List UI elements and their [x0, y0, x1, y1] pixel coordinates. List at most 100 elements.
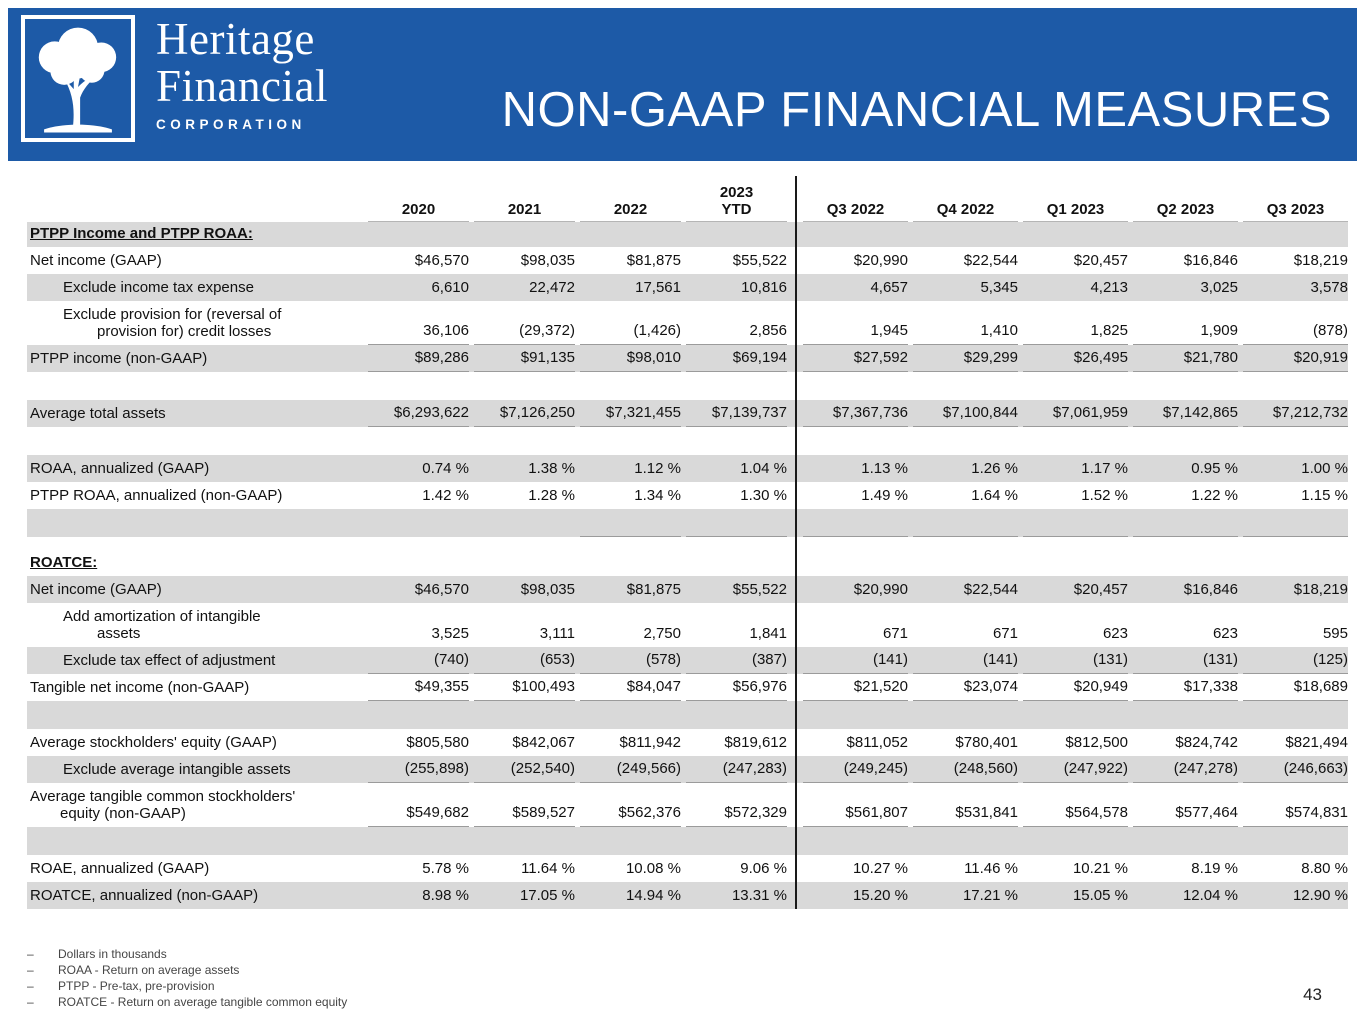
row-label: Average stockholders' equity (GAAP): [30, 734, 277, 752]
table-cell: [1133, 572, 1238, 576]
table-cell: [1133, 532, 1238, 537]
table-cell: $780,401: [955, 734, 1018, 752]
table-row: Average stockholders' equity (GAAP) $805,…: [27, 729, 1348, 756]
table-cell: [580, 451, 681, 455]
table-cell: [1023, 547, 1128, 551]
column-divider-line: [795, 176, 797, 909]
table-cell: $21,780: [1133, 349, 1238, 372]
table-cell: [368, 725, 469, 729]
table-cell: 22,472: [529, 279, 575, 297]
table-cell: [368, 547, 469, 551]
table-row: ROAA, annualized (GAAP) 0.74 % 1.38 % 1.12 …: [27, 455, 1348, 482]
row-label: [27, 547, 363, 551]
row-label: [27, 451, 363, 455]
table-cell: $22,544: [963, 581, 1018, 599]
table-cell: $811,942: [619, 734, 681, 752]
table-cell: $7,139,737: [686, 404, 787, 427]
table-cell: [474, 396, 575, 400]
table-cell: $27,592: [803, 349, 908, 372]
column-header: Q3 2022: [803, 201, 908, 222]
table-cell: $55,522: [732, 581, 787, 599]
table-cell: [474, 243, 575, 247]
table-cell: [686, 396, 787, 400]
table-cell: 0.74 %: [422, 460, 469, 478]
table-cell: $84,047: [580, 678, 681, 701]
table-cell: (249,245): [803, 760, 908, 783]
table-cell: $531,841: [913, 804, 1018, 827]
table-cell: [580, 547, 681, 551]
table-cell: (248,560): [913, 760, 1018, 783]
table-cell: $21,520: [803, 678, 908, 701]
table-cell: 6,610: [431, 279, 469, 297]
table-row: PTPP Income and PTPP ROAA:: [27, 222, 1348, 247]
brand-line-corporation: CORPORATION: [156, 117, 306, 132]
table-cell: $20,457: [1073, 581, 1128, 599]
table-cell: 17,561: [635, 279, 681, 297]
table-cell: (29,372): [474, 322, 575, 345]
table-cell: [580, 396, 681, 400]
row-label: Exclude average intangible assets: [63, 761, 291, 779]
table-row: Net income (GAAP) $46,570 $98,035 $81,875 $5…: [27, 247, 1348, 274]
row-label: Net income (GAAP): [30, 581, 162, 599]
table-header-row: 2020 2021 2022 2023 YTD Q3 2022 Q4 2022 Q1 202…: [27, 176, 1348, 222]
table-cell: [1243, 532, 1348, 537]
table-cell: [913, 725, 1018, 729]
row-label: Exclude income tax expense: [63, 279, 254, 297]
table-cell: $46,570: [414, 252, 469, 270]
column-header: Q4 2022: [913, 201, 1018, 222]
table-cell: $821,494: [1285, 734, 1348, 752]
table-cell: 1,841: [749, 625, 787, 643]
table-cell: 10.08 %: [625, 860, 681, 878]
table-cell: [686, 725, 787, 729]
dash-bullet: –: [27, 963, 34, 977]
table-cell: $811,052: [846, 734, 908, 752]
footnote-text: ROAA - Return on average assets: [58, 963, 240, 977]
table-cell: [474, 451, 575, 455]
table-cell: $7,061,959: [1023, 404, 1128, 427]
table-cell: $20,457: [1073, 252, 1128, 270]
table-cell: [803, 725, 908, 729]
table-cell: $20,990: [853, 252, 908, 270]
table-cell: $81,875: [626, 581, 681, 599]
row-label: Net income (GAAP): [30, 252, 162, 270]
table-cell: [1243, 451, 1348, 455]
table-cell: 1,945: [803, 322, 908, 345]
table-cell: 2,750: [643, 625, 681, 643]
dash-bullet: –: [27, 995, 34, 1009]
table-cell: [913, 532, 1018, 537]
table-cell: 1.30 %: [740, 487, 787, 505]
row-label: ROAE, annualized (GAAP): [30, 860, 210, 878]
brand-line-heritage: Heritage: [156, 14, 315, 64]
table-cell: [913, 243, 1018, 247]
table-cell: (387): [686, 651, 787, 674]
table-cell: $7,126,250: [474, 404, 575, 427]
table-cell: $577,464: [1133, 804, 1238, 827]
table-cell: 1.42 %: [422, 487, 469, 505]
table-cell: 4,213: [1090, 279, 1128, 297]
table-cell: 13.31 %: [731, 887, 787, 905]
table-cell: [913, 396, 1018, 400]
table-cell: (141): [803, 651, 908, 674]
table-cell: [686, 851, 787, 855]
table-cell: [1023, 532, 1128, 537]
table-row: [27, 537, 1348, 551]
table-cell: (247,283): [686, 760, 787, 783]
table-cell: 1.34 %: [634, 487, 681, 505]
table-cell: $7,212,732: [1243, 404, 1348, 427]
table-cell: (246,663): [1243, 760, 1348, 783]
table-cell: $17,338: [1133, 678, 1238, 701]
table-cell: [1133, 243, 1238, 247]
table-cell: 8.98 %: [422, 887, 469, 905]
table-cell: (255,898): [368, 760, 469, 783]
table-cell: $16,846: [1183, 581, 1238, 599]
table-cell: $819,612: [724, 734, 787, 752]
table-cell: [474, 851, 575, 855]
row-label: [27, 396, 363, 400]
table-cell: [474, 572, 575, 576]
table-cell: 1.64 %: [971, 487, 1018, 505]
table-cell: 12.90 %: [1292, 887, 1348, 905]
table-cell: $23,074: [913, 678, 1018, 701]
table-row: [27, 701, 1348, 729]
table-cell: (878): [1243, 322, 1348, 345]
table-cell: [1023, 851, 1128, 855]
